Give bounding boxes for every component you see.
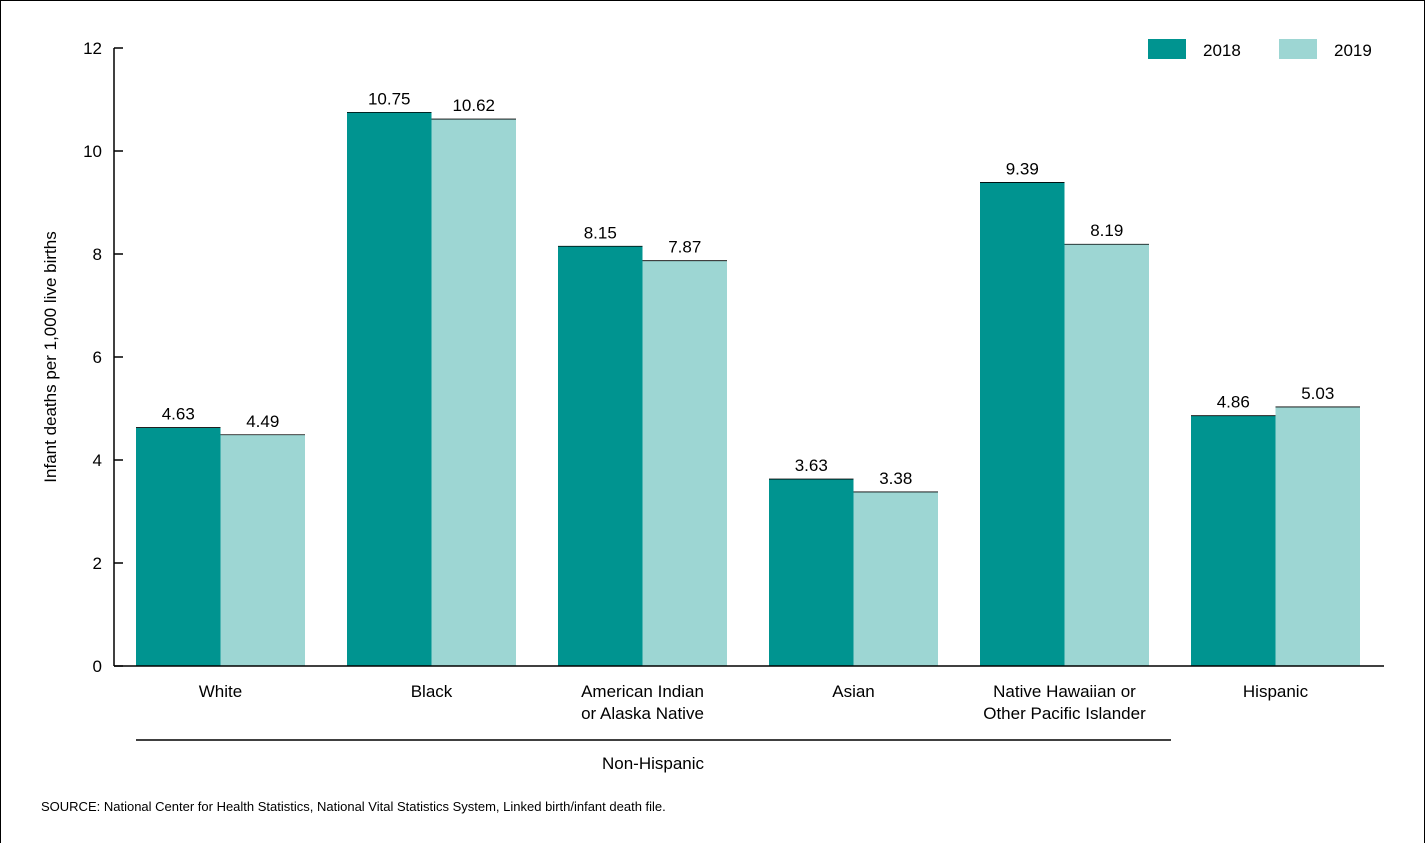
bar bbox=[136, 427, 221, 666]
bar bbox=[558, 246, 643, 666]
y-axis-title: Infant deaths per 1,000 live births bbox=[41, 231, 60, 482]
group-label: Non-Hispanic bbox=[602, 754, 705, 773]
x-tick-label: Other Pacific Islander bbox=[983, 704, 1146, 723]
x-tick-label: White bbox=[199, 682, 242, 701]
bar bbox=[220, 434, 305, 666]
bar bbox=[1191, 415, 1276, 666]
x-tick-label: Hispanic bbox=[1243, 682, 1309, 701]
legend: 2018 2019 bbox=[1148, 39, 1372, 60]
bar bbox=[1064, 244, 1149, 666]
x-tick-label: American Indian bbox=[581, 682, 704, 701]
y-tick-label: 4 bbox=[93, 451, 102, 470]
value-labels: 4.63 4.49 10.75 10.62 8.15 7.87 3.63 3.38 9.39 8.… bbox=[162, 89, 1335, 488]
source-note: SOURCE: National Center for Health Stati… bbox=[41, 799, 666, 814]
legend-swatch bbox=[1148, 39, 1186, 59]
y-tick-label: 10 bbox=[83, 142, 102, 161]
legend-label: 2019 bbox=[1334, 41, 1372, 60]
data-label: 10.75 bbox=[368, 89, 411, 108]
bars bbox=[136, 111, 1360, 667]
data-label: 3.38 bbox=[879, 469, 912, 488]
x-tick-label: Native Hawaiian or bbox=[993, 682, 1136, 701]
data-label: 3.63 bbox=[795, 456, 828, 475]
y-tick-label: 0 bbox=[93, 657, 102, 676]
x-tick-label: Asian bbox=[832, 682, 875, 701]
data-label: 4.49 bbox=[246, 412, 279, 431]
bar bbox=[431, 119, 516, 666]
data-label: 10.62 bbox=[452, 96, 495, 115]
bar bbox=[1275, 406, 1360, 666]
legend-swatch bbox=[1279, 39, 1317, 59]
data-label: 8.19 bbox=[1090, 221, 1123, 240]
bar bbox=[769, 479, 854, 666]
bar bbox=[980, 182, 1065, 667]
y-axis: 0 2 4 6 8 10 12 Infant deaths per 1,000 live bi… bbox=[41, 39, 123, 676]
x-tick-label: or Alaska Native bbox=[581, 704, 704, 723]
y-tick-label: 6 bbox=[93, 348, 102, 367]
data-label: 8.15 bbox=[584, 223, 617, 242]
y-tick-label: 8 bbox=[93, 245, 102, 264]
bar bbox=[347, 112, 432, 666]
data-label: 9.39 bbox=[1006, 159, 1039, 178]
data-label: 4.63 bbox=[162, 405, 195, 424]
legend-label: 2018 bbox=[1203, 41, 1241, 60]
bar bbox=[642, 260, 727, 666]
y-tick-label: 12 bbox=[83, 39, 102, 58]
data-label: 4.86 bbox=[1217, 393, 1250, 412]
data-label: 7.87 bbox=[668, 238, 701, 257]
bar bbox=[853, 491, 938, 666]
x-axis: White Black American Indian or Alaska Nativ… bbox=[114, 665, 1384, 723]
x-tick-label: Black bbox=[411, 682, 453, 701]
group-bracket: Non-Hispanic bbox=[136, 739, 1171, 773]
data-label: 5.03 bbox=[1301, 384, 1334, 403]
y-tick-label: 2 bbox=[93, 554, 102, 573]
